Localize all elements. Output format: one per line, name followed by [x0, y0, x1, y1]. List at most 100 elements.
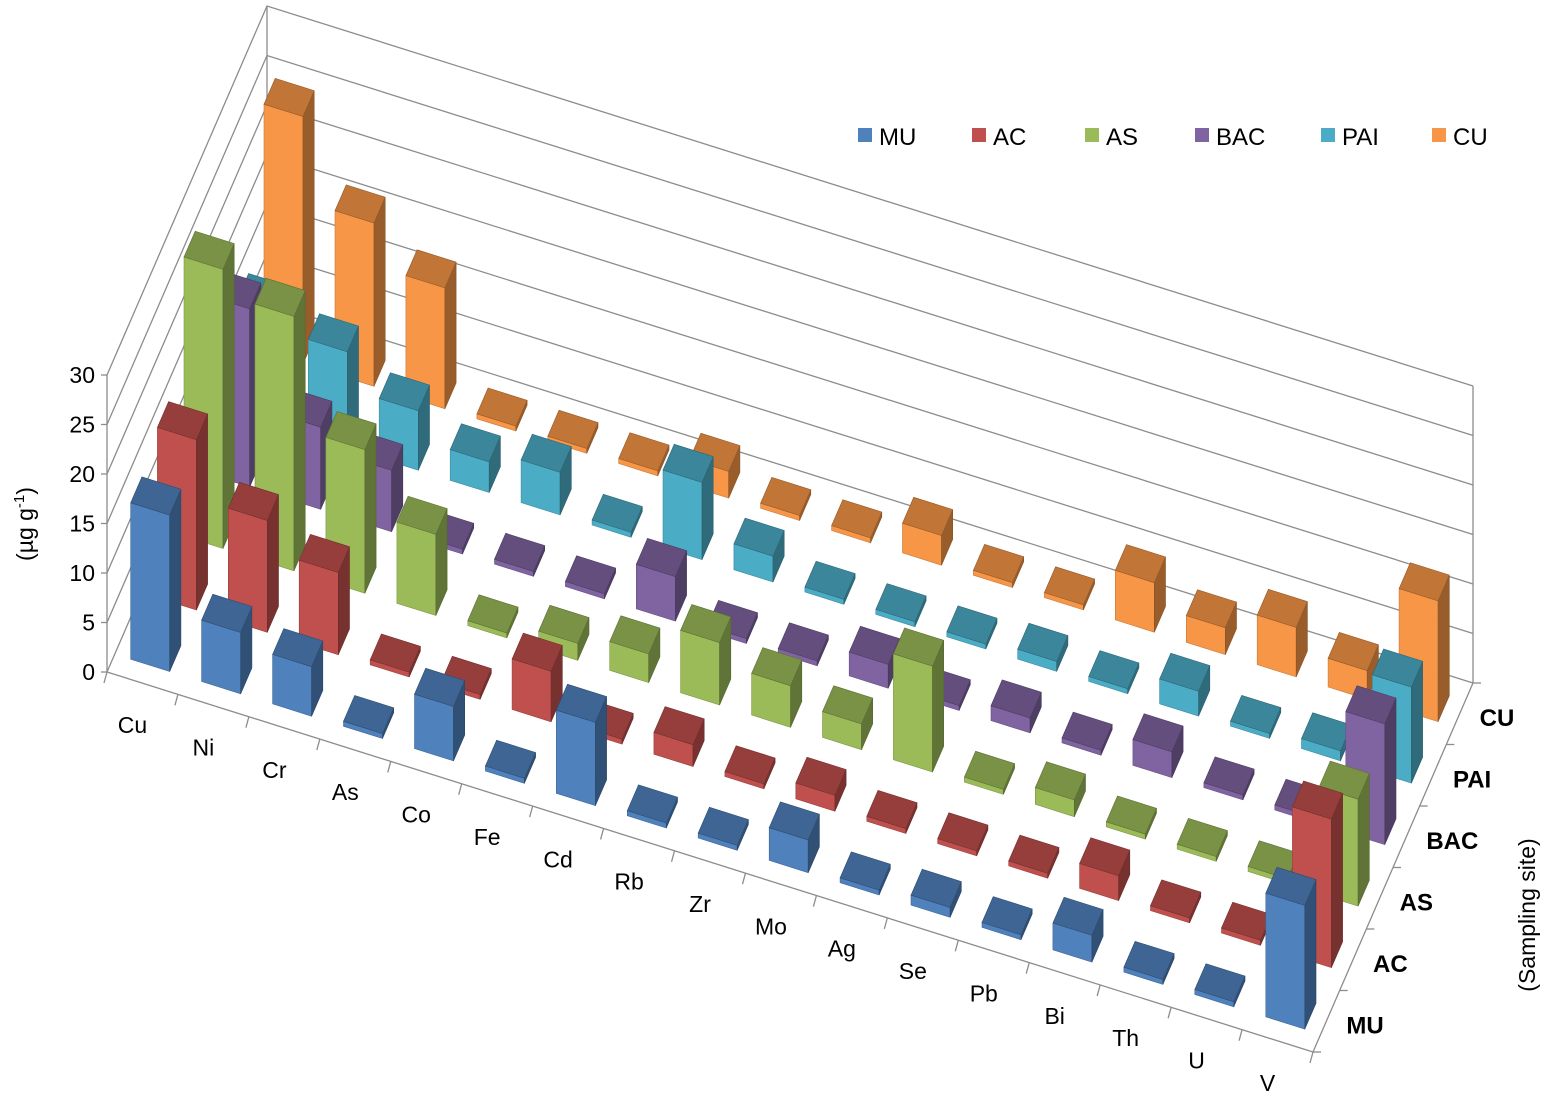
bar-top [804, 560, 856, 600]
bar-side [196, 413, 208, 611]
bar-top [378, 372, 430, 412]
bar-AS-Mo [822, 685, 874, 751]
x-tick-mark [103, 671, 108, 684]
bar-CU-Bi [1185, 589, 1237, 656]
bar-AS-As [396, 495, 448, 616]
bar-side [1331, 793, 1343, 968]
bar-top [307, 313, 359, 353]
bar-top [680, 604, 732, 643]
bar-BAC-Co [494, 532, 546, 577]
x-tick-mark [954, 940, 959, 952]
bar-AC-Mo [795, 756, 847, 812]
legend-swatch [1085, 128, 1099, 142]
bar-top [1114, 544, 1166, 584]
bar-MU-Th [1123, 941, 1175, 985]
bar-top [414, 667, 466, 707]
bar-AC-Ni [227, 481, 279, 633]
bar-BAC-Th [1203, 756, 1255, 801]
bar-top [272, 628, 324, 668]
bar-AC-Zr [724, 745, 776, 790]
bar-top [1230, 695, 1282, 734]
x-tick-label: Zr [689, 891, 711, 917]
y-tick-label: 25 [69, 412, 95, 438]
y-tick-label: 15 [69, 511, 95, 537]
x-tick-mark [599, 828, 605, 840]
x-tick-label: Se [899, 958, 927, 984]
legend: MU AC AS BAC PAI CU [858, 124, 1488, 151]
y-tick-label: 0 [82, 659, 95, 685]
bar-top [910, 868, 962, 908]
bar-AC-Fe [511, 632, 563, 723]
bar-top [369, 633, 421, 673]
bar-PAI-Ag [946, 605, 998, 650]
bar-MU-V [1265, 866, 1317, 1030]
bar-PAI-Pb [1088, 650, 1140, 695]
bar-top [751, 647, 803, 687]
bar-MU-Ni [201, 593, 253, 695]
legend-swatch [858, 128, 872, 142]
bar-AS-Co [467, 594, 519, 639]
bar-top [227, 481, 279, 521]
bar-PAI-Mo [875, 583, 927, 628]
site-tick-label: PAI [1453, 766, 1491, 793]
legend-item-AS: AS [1085, 124, 1138, 151]
x-tick-mark [174, 694, 179, 706]
site-tick-label: CU [1480, 705, 1515, 732]
bar-CU-Pb [1114, 544, 1166, 633]
bar-top [156, 401, 209, 441]
bar-AS-Zr [751, 647, 803, 728]
bar-front [555, 709, 596, 807]
bar-top [494, 532, 546, 572]
bar-top [972, 544, 1025, 583]
bar-side [293, 290, 306, 571]
bar-top [1345, 685, 1397, 725]
bar-PAI-Cr [378, 372, 430, 471]
bar-top [467, 594, 519, 634]
bar-top [1371, 648, 1424, 688]
x-tick-label: Pb [970, 980, 998, 1006]
bar-BAC-Fe [564, 555, 617, 600]
bar-PAI-U [1301, 712, 1353, 762]
bar-AS-Bi [1105, 795, 1157, 840]
bar-top [1185, 589, 1237, 629]
bar-top [990, 679, 1042, 719]
bar-MU-Fe [484, 739, 537, 784]
bar-CU-Th [1256, 588, 1308, 678]
x-tick-mark [812, 895, 818, 907]
bar-top [1203, 756, 1255, 796]
x-tick-label: Co [402, 802, 431, 828]
bar-top [848, 625, 900, 665]
bar-MU-U [1194, 963, 1246, 1008]
bar-MU-Mo [768, 801, 820, 874]
bar-top [963, 750, 1016, 790]
bar-top [254, 277, 306, 317]
x-tick-label: Bi [1044, 1003, 1064, 1029]
bar-AC-Rb [653, 706, 705, 767]
bar-top [591, 493, 643, 533]
bar-top [1256, 588, 1308, 628]
bar-front [201, 619, 241, 695]
bar-MU-Ag [839, 851, 891, 896]
bar-PAI-Co [520, 433, 572, 516]
x-tick-label: Cu [118, 712, 147, 738]
bar-top [1123, 941, 1175, 980]
bar-top [662, 443, 714, 483]
bar-top [626, 784, 678, 824]
bar-AS-Ag [892, 627, 945, 773]
bar-CU-Rb [760, 477, 812, 521]
bar-MU-Pb [981, 896, 1033, 941]
bar-front [396, 521, 437, 616]
bar-top [334, 184, 386, 224]
x-tick-mark [529, 805, 534, 818]
y-axis: 0 5 10 15 20 25 30 [69, 362, 107, 685]
legend-label: MU [879, 124, 916, 151]
bar-top [484, 739, 537, 779]
bar-top [298, 534, 350, 573]
bar-top [1194, 963, 1246, 1003]
bar-top [520, 433, 572, 473]
bar-top [1079, 837, 1131, 877]
bar-top [1017, 622, 1069, 662]
bar-MU-Cd [555, 683, 608, 807]
bar-PAI-Rb [733, 517, 785, 583]
